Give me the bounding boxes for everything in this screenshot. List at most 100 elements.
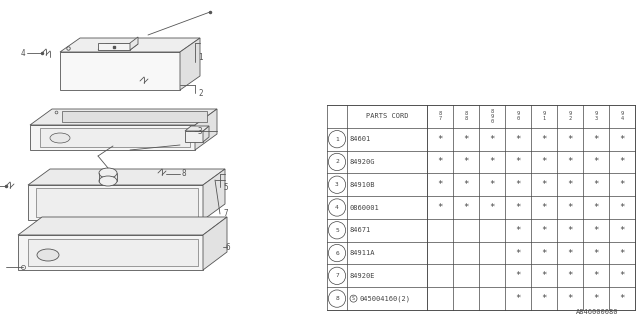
Text: 2: 2 — [335, 159, 339, 164]
Text: 0860001: 0860001 — [350, 204, 380, 211]
Text: 9
0: 9 0 — [516, 111, 520, 121]
Polygon shape — [30, 125, 195, 150]
Circle shape — [328, 222, 346, 239]
Polygon shape — [195, 109, 217, 150]
Text: *: * — [515, 294, 521, 303]
Text: 84920G: 84920G — [350, 159, 376, 165]
Text: *: * — [541, 226, 547, 235]
Text: *: * — [593, 180, 598, 189]
Text: *: * — [593, 294, 598, 303]
Text: *: * — [490, 157, 495, 166]
Polygon shape — [36, 188, 198, 217]
Text: *: * — [620, 180, 625, 189]
Polygon shape — [98, 44, 138, 50]
Text: 3: 3 — [198, 126, 203, 135]
Text: *: * — [541, 294, 547, 303]
Text: *: * — [437, 203, 443, 212]
Polygon shape — [180, 38, 200, 90]
Text: 8
9
0: 8 9 0 — [490, 109, 493, 124]
Text: *: * — [593, 249, 598, 258]
Polygon shape — [60, 38, 200, 52]
Text: 84920E: 84920E — [350, 273, 376, 279]
Polygon shape — [185, 126, 209, 131]
Text: *: * — [593, 271, 598, 280]
Text: *: * — [620, 135, 625, 144]
Text: 84601: 84601 — [350, 136, 371, 142]
Text: *: * — [620, 157, 625, 166]
Polygon shape — [60, 52, 180, 90]
Text: *: * — [463, 180, 468, 189]
Polygon shape — [185, 131, 203, 142]
Ellipse shape — [99, 176, 117, 186]
Text: *: * — [515, 271, 521, 280]
Text: *: * — [463, 135, 468, 144]
Text: *: * — [567, 226, 573, 235]
Text: 7: 7 — [223, 210, 228, 219]
Text: *: * — [541, 180, 547, 189]
Text: *: * — [620, 294, 625, 303]
Text: 6: 6 — [225, 243, 230, 252]
Text: A846000080: A846000080 — [575, 309, 618, 315]
Text: *: * — [567, 294, 573, 303]
Circle shape — [350, 295, 357, 302]
Text: *: * — [593, 157, 598, 166]
Polygon shape — [203, 169, 225, 220]
Text: *: * — [463, 157, 468, 166]
Text: 8
8: 8 8 — [465, 111, 468, 121]
Text: *: * — [515, 180, 521, 189]
Circle shape — [328, 267, 346, 284]
Text: PARTS CORD: PARTS CORD — [365, 113, 408, 119]
Text: *: * — [620, 249, 625, 258]
Text: *: * — [541, 157, 547, 166]
Polygon shape — [98, 43, 130, 50]
Ellipse shape — [50, 133, 70, 143]
Text: *: * — [567, 203, 573, 212]
Polygon shape — [40, 128, 190, 147]
Polygon shape — [28, 239, 198, 266]
Text: 9
2: 9 2 — [568, 111, 572, 121]
Text: *: * — [620, 203, 625, 212]
Text: *: * — [490, 135, 495, 144]
Text: *: * — [567, 249, 573, 258]
Text: *: * — [515, 226, 521, 235]
Text: *: * — [437, 180, 443, 189]
Text: 1: 1 — [335, 137, 339, 142]
Text: 4: 4 — [20, 49, 25, 58]
Circle shape — [328, 199, 346, 216]
Text: *: * — [567, 271, 573, 280]
Text: S: S — [352, 296, 355, 301]
Text: *: * — [490, 180, 495, 189]
Ellipse shape — [37, 249, 59, 261]
Text: 8
7: 8 7 — [438, 111, 442, 121]
Circle shape — [328, 153, 346, 171]
Text: 045004160(2): 045004160(2) — [359, 295, 410, 302]
Ellipse shape — [99, 168, 117, 178]
Text: *: * — [541, 249, 547, 258]
Text: *: * — [490, 203, 495, 212]
Text: *: * — [515, 249, 521, 258]
Text: *: * — [463, 203, 468, 212]
Text: *: * — [567, 135, 573, 144]
Text: 84671: 84671 — [350, 227, 371, 233]
Text: *: * — [593, 135, 598, 144]
Text: 9
3: 9 3 — [595, 111, 598, 121]
Text: *: * — [437, 157, 443, 166]
Polygon shape — [28, 169, 225, 185]
Text: *: * — [620, 226, 625, 235]
Text: *: * — [437, 135, 443, 144]
Text: *: * — [567, 180, 573, 189]
Polygon shape — [62, 111, 207, 122]
Circle shape — [328, 131, 346, 148]
Circle shape — [328, 244, 346, 262]
Text: 3: 3 — [335, 182, 339, 187]
Polygon shape — [203, 126, 209, 142]
Text: 8: 8 — [181, 170, 186, 179]
Text: 5: 5 — [223, 182, 228, 191]
Polygon shape — [203, 217, 227, 270]
Text: *: * — [620, 271, 625, 280]
Polygon shape — [18, 235, 203, 270]
Text: 2: 2 — [198, 89, 203, 98]
Text: 7: 7 — [335, 273, 339, 278]
Polygon shape — [30, 109, 217, 125]
Text: *: * — [567, 157, 573, 166]
